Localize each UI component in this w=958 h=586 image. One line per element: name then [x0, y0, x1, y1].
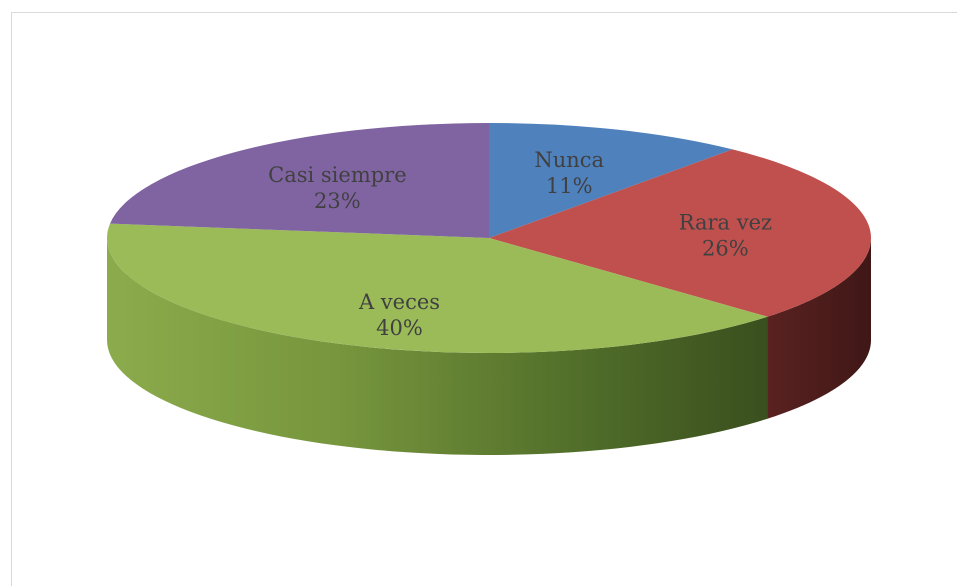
- pie-side-layer: [107, 238, 871, 455]
- data-label-nunca: Nunca 11%: [534, 148, 604, 198]
- data-label-a-veces: A veces 40%: [358, 290, 440, 340]
- pie-slice-nunca: [489, 123, 733, 238]
- data-label-casi-siempre: Casi siempre 23%: [268, 163, 407, 213]
- pie-side-a-veces: [107, 238, 768, 455]
- pie-slice-a-veces: [106, 223, 768, 353]
- pie-top-layer: [106, 123, 872, 353]
- pie-label-layer: Nunca 11% Rara vez 26% A veces 40% Casi siempr…: [268, 148, 772, 340]
- data-label-category: Casi siempre: [268, 163, 407, 187]
- pie-slice-casi-siempre: [110, 123, 489, 238]
- data-label-percent: 23%: [314, 189, 361, 213]
- data-label-percent: 26%: [702, 237, 749, 261]
- data-label-percent: 40%: [376, 316, 423, 340]
- data-label-category: A veces: [358, 290, 440, 314]
- data-label-percent: 11%: [546, 174, 593, 198]
- pie-side-rara-vez: [767, 238, 871, 419]
- pie-slice-rara-vez: [489, 149, 872, 317]
- data-label-category: Nunca: [534, 148, 604, 172]
- data-label-category: Rara vez: [679, 211, 772, 235]
- data-label-rara-vez: Rara vez 26%: [679, 211, 772, 261]
